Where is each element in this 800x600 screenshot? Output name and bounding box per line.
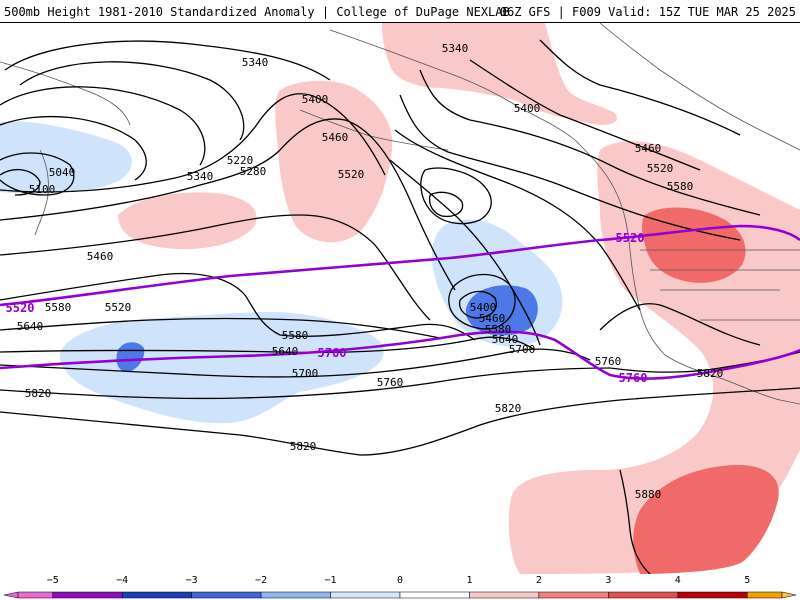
colorbar-tick-label: −4 (116, 575, 129, 586)
contour-label: 5700 (292, 367, 319, 380)
contour-label: 5580 (485, 323, 512, 336)
contour-label: 5820 (697, 367, 724, 380)
colorbar-min-extend (3, 591, 19, 599)
colorbar-segment (52, 591, 123, 599)
colorbar-segment (399, 591, 470, 599)
anomaly-map: 5340 5340 5340 5400 5400 5400 5460 5460 … (0, 23, 800, 574)
colorbar-tick-label: 1 (466, 575, 473, 586)
map-title: 500mb Height 1981-2010 Standardized Anom… (4, 5, 510, 19)
contour-label: 5340 (242, 56, 269, 69)
strong-negative-core (116, 342, 145, 372)
contour-label: 5520 (105, 301, 132, 314)
contour-label: 5400 (514, 102, 541, 115)
climo-5520-line (0, 224, 800, 307)
colorbar-segment (747, 591, 783, 599)
climo-5760-line (0, 330, 800, 380)
contour-label: 5580 (667, 180, 694, 193)
contour-label: 5760 (595, 355, 622, 368)
colorbar-tick-label: −2 (255, 575, 268, 586)
climo-label: 5520 (616, 231, 645, 245)
contour-label: 5460 (479, 312, 506, 325)
positive-anomaly-region (275, 80, 393, 243)
height-contours (0, 39, 800, 574)
colorbar-segment (260, 591, 331, 599)
colorbar-tick-label: −5 (46, 575, 59, 586)
contour-label: 5520 (647, 162, 674, 175)
negative-anomaly-region (59, 312, 384, 424)
header-bar: 500mb Height 1981-2010 Standardized Anom… (0, 0, 800, 23)
positive-anomaly-region (118, 192, 257, 250)
colorbar-segment (330, 591, 401, 599)
colorbar-tick-label: 5 (744, 575, 751, 586)
contour-label: 5340 (187, 170, 214, 183)
colorbar-legend: −5 −4 −3 −2 −1 0 1 2 3 4 5 (0, 575, 800, 600)
negative-anomaly-region (0, 121, 132, 194)
contour-label: 5820 (290, 440, 317, 453)
contour-label: 5520 (338, 168, 365, 181)
contour-label: 5700 (509, 343, 536, 356)
colorbar-max-extend (781, 591, 797, 599)
colorbar-segment (191, 591, 262, 599)
climo-label: 5760 (619, 371, 648, 385)
contour-label: 5820 (25, 387, 52, 400)
colorbar-tick-label: −1 (324, 575, 337, 586)
colorbar-segment (121, 591, 192, 599)
contour-label: 5640 (492, 333, 519, 346)
contour-label: 5220 (227, 154, 254, 167)
model-run-info: 06Z GFS | F009 Valid: 15Z TUE MAR 25 202… (499, 5, 796, 19)
climo-label: 5520 (6, 301, 35, 315)
colorbar-tick-label: 3 (605, 575, 612, 586)
contour-label: 5400 (470, 301, 497, 314)
contour-label: 5640 (272, 345, 299, 358)
colorbar-segment (538, 591, 609, 599)
climo-label: 5760 (318, 346, 347, 360)
contour-labels: 5340 5340 5340 5400 5400 5400 5460 5460 … (17, 42, 724, 501)
contour-label: 5760 (377, 376, 404, 389)
contour-label: 5100 (29, 183, 56, 196)
contour-label: 5460 (87, 250, 114, 263)
contour-label: 5040 (49, 166, 76, 179)
contour-label: 5340 (442, 42, 469, 55)
colorbar-ramp (3, 591, 797, 599)
contour-label: 5820 (495, 402, 522, 415)
colorbar-segment (17, 591, 53, 599)
colorbar-tick-label: 4 (674, 575, 681, 586)
colorbar-tick-label: 0 (396, 575, 404, 586)
contour-label: 5640 (17, 320, 44, 333)
contour-label: 5280 (240, 165, 267, 178)
positive-anomaly-region (382, 23, 617, 125)
climo-labels: 5520 5520 5760 5760 (6, 231, 648, 385)
colorbar-segment (677, 591, 748, 599)
colorbar-tick-label: 2 (535, 575, 542, 586)
climatology-contours (0, 224, 800, 380)
contour-label: 5880 (635, 488, 662, 501)
colorbar-segment (469, 591, 540, 599)
contour-label: 5580 (45, 301, 72, 314)
contour-label: 5400 (302, 93, 329, 106)
colorbar-tick-label: −3 (185, 575, 198, 586)
colorbar-segment (608, 591, 679, 599)
anomaly-shading (0, 23, 800, 574)
contour-label: 5460 (635, 142, 662, 155)
contour-label: 5460 (322, 131, 349, 144)
strong-negative-core (465, 285, 538, 336)
contour-label: 5580 (282, 329, 309, 342)
positive-anomaly-region-core (633, 465, 779, 574)
